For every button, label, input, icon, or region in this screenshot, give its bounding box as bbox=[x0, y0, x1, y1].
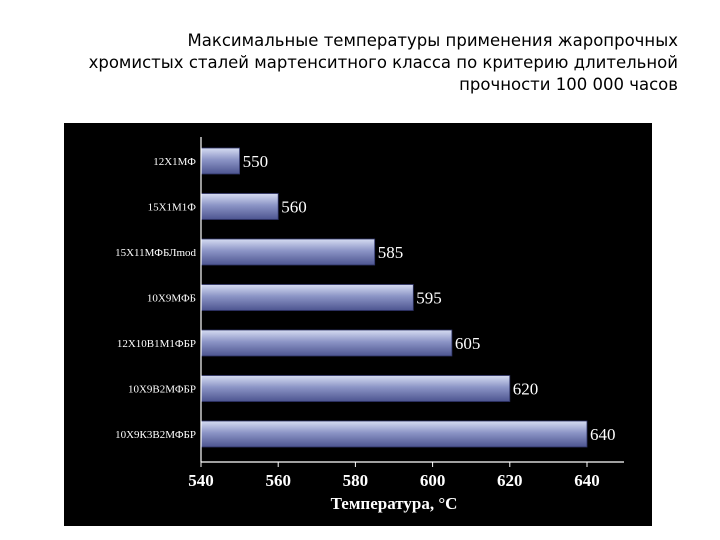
value-label: 550 bbox=[243, 152, 269, 171]
category-label: 10Х9В2МФБР bbox=[128, 384, 196, 396]
x-tick-label: 620 bbox=[497, 471, 523, 490]
bar bbox=[200, 238, 376, 266]
category-label: 12Х1МФ bbox=[153, 156, 196, 168]
title-line-2: хромистых сталей мартенситного класса по… bbox=[88, 53, 678, 72]
bar bbox=[200, 284, 414, 311]
x-tick-label: 560 bbox=[265, 471, 291, 490]
value-label: 560 bbox=[281, 198, 307, 217]
bar bbox=[200, 147, 240, 175]
chart-panel: 12Х1МФ 550 15Х1М1Ф 560 15Х11МФБЛmod 585 10Х9МФ… bbox=[64, 123, 652, 526]
category-label: 15Х11МФБЛmod bbox=[115, 247, 196, 259]
value-label: 605 bbox=[455, 334, 481, 353]
bar bbox=[200, 420, 588, 448]
labels-layer: 12Х1МФ 550 15Х1М1Ф 560 15Х11МФБЛmod 585 10Х9МФ… bbox=[115, 152, 615, 444]
bar bbox=[200, 329, 453, 357]
slide-title: Максимальные температуры применения жаро… bbox=[18, 30, 678, 96]
category-label: 12Х10В1М1ФБР bbox=[117, 338, 196, 350]
bar bbox=[200, 375, 511, 402]
value-label: 585 bbox=[378, 243, 404, 262]
x-ticks-layer: 540 560 580 600 620 640 bbox=[188, 462, 600, 490]
value-label: 620 bbox=[513, 380, 539, 399]
bars-layer bbox=[200, 147, 588, 448]
value-label: 640 bbox=[590, 425, 616, 444]
category-label: 10Х9К3В2МФБР bbox=[115, 429, 196, 441]
title-line-3: прочности 100 000 часов bbox=[459, 75, 678, 94]
x-tick-label: 540 bbox=[188, 471, 214, 490]
value-label: 595 bbox=[416, 289, 442, 308]
x-tick-label: 640 bbox=[574, 471, 600, 490]
category-label: 10Х9МФБ bbox=[147, 293, 196, 305]
x-tick-label: 600 bbox=[420, 471, 446, 490]
category-label: 15Х1М1Ф bbox=[148, 202, 197, 214]
bar bbox=[200, 193, 279, 220]
title-line-1: Максимальные температуры применения жаро… bbox=[187, 31, 678, 50]
x-axis-title: Температура, °С bbox=[331, 494, 458, 513]
x-tick-label: 580 bbox=[343, 471, 369, 490]
bar-chart: 12Х1МФ 550 15Х1М1Ф 560 15Х11МФБЛmod 585 10Х9МФ… bbox=[115, 137, 624, 513]
